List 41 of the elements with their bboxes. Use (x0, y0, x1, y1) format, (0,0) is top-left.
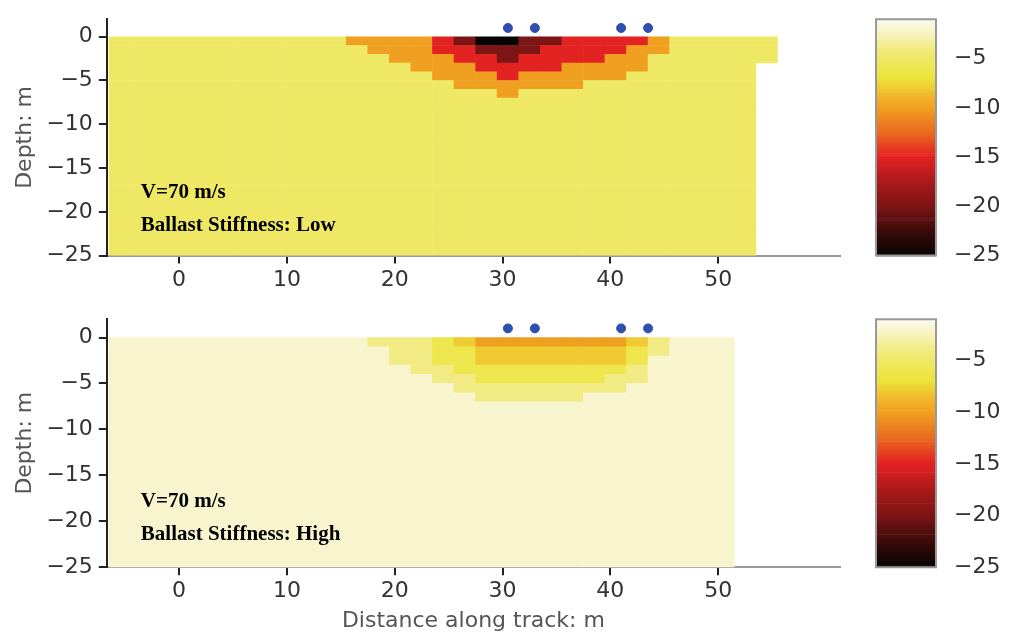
x-tick-label: 30 (488, 577, 517, 603)
color-bar-label: −15 (954, 449, 1001, 475)
x-tick-label: 20 (380, 265, 409, 291)
annotation: Ballast Stiffness: Low (140, 212, 337, 237)
x-tick-label: 50 (704, 265, 733, 291)
x-tick-label: 20 (380, 577, 409, 603)
y-tick-label: −20 (46, 506, 93, 532)
y-axis-title: Depth: m (10, 391, 36, 495)
color-bar-label: −25 (954, 552, 1001, 578)
color-bar-label: −10 (954, 397, 1001, 423)
y-tick-label: −10 (46, 415, 93, 441)
y-tick-label: −15 (46, 461, 93, 487)
color-bar-label: −5 (954, 346, 987, 372)
y-axis-title: Depth: m (10, 85, 36, 189)
color-bar-label: −20 (954, 501, 1001, 527)
x-tick-label: 10 (272, 265, 301, 291)
color-bar-label: −20 (954, 192, 1001, 218)
x-tick-label: 30 (488, 265, 517, 291)
annotation: V=70 m/s (140, 179, 226, 204)
x-tick-label: 0 (172, 265, 187, 291)
annotation: Ballast Stiffness: High (140, 520, 341, 545)
x-axis-title: Distance along track: m (341, 606, 605, 632)
annotation: V=70 m/s (140, 487, 226, 512)
color-bar-label: −10 (954, 93, 1001, 119)
x-tick-label: 0 (172, 577, 187, 603)
color-bar-label: −5 (954, 44, 987, 70)
color-bar-label: −25 (954, 241, 1001, 267)
x-tick-label: 40 (596, 265, 625, 291)
y-tick-label: −15 (46, 153, 93, 179)
color-bar-label: −15 (954, 142, 1001, 168)
x-tick-label: 40 (596, 577, 625, 603)
y-tick-label: −25 (46, 241, 93, 267)
y-tick-label: 0 (78, 22, 93, 48)
y-tick-label: −5 (60, 369, 93, 395)
y-tick-label: 0 (78, 323, 93, 349)
y-tick-label: −20 (46, 197, 93, 223)
y-tick-label: −10 (46, 109, 93, 135)
x-tick-label: 10 (272, 577, 301, 603)
x-tick-label: 50 (704, 577, 733, 603)
y-tick-label: −5 (60, 66, 93, 92)
y-tick-label: −25 (46, 552, 93, 578)
